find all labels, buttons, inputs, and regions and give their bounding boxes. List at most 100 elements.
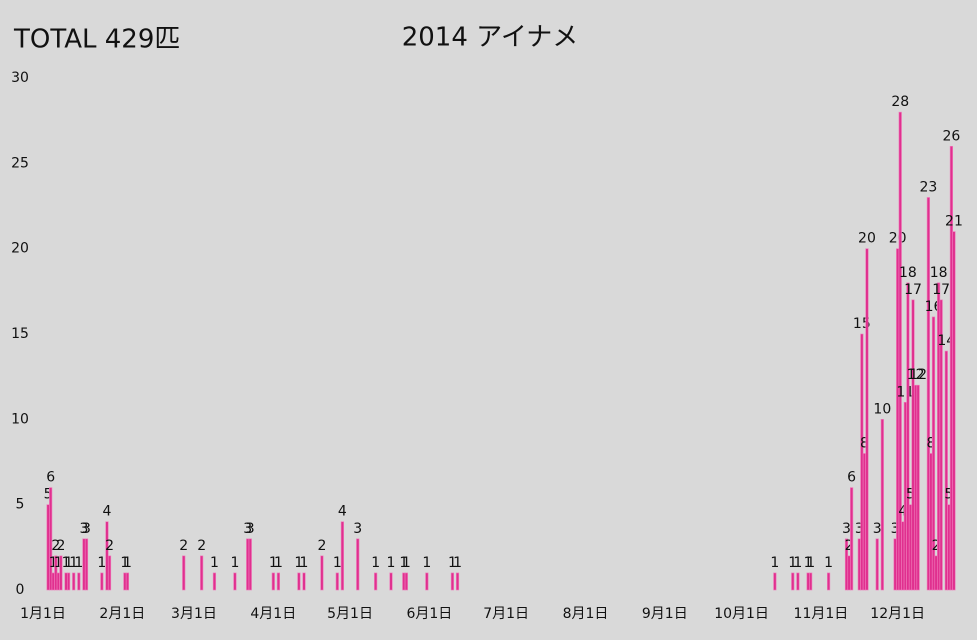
bar [404,572,408,591]
bar [123,572,127,591]
value-label: 1 [371,555,380,571]
value-label: 1 [806,555,815,571]
bar [857,538,861,591]
bar [455,572,460,591]
value-label: 2 [197,538,206,554]
value-label: 12 [907,367,925,383]
bar [908,504,913,591]
bar [947,504,951,591]
bar [356,538,360,591]
bar [806,572,810,591]
value-label: 18 [899,265,917,281]
value-label: 1 [123,555,132,571]
bar [827,572,831,591]
chart-title: 2014 アイナメ [402,23,579,53]
x-tick-label: 11月1日 [794,606,849,622]
x-tick-label: 7月1日 [483,606,529,622]
value-label: 4 [103,504,112,520]
bar [914,384,918,591]
chart-subtitle: TOTAL 429匹 [13,25,180,55]
bar [773,572,777,591]
value-label: 1 [300,555,309,571]
bar [929,453,933,591]
value-label: 11 [896,384,914,400]
bar [374,572,378,591]
value-label: 1 [210,555,219,571]
value-label: 1 [387,555,396,571]
x-tick-label: 9月1日 [642,606,688,622]
y-tick-label: 5 [16,497,25,513]
bar [389,572,393,591]
value-label: 1 [453,555,462,571]
bar [937,282,941,591]
bar [64,572,68,591]
value-label: 1 [97,555,106,571]
value-label: 10 [873,401,891,417]
x-tick-label: 10月1日 [714,606,769,622]
x-tick-label: 8月1日 [563,606,609,622]
y-tick-label: 20 [11,241,29,257]
x-tick-label: 2月1日 [99,606,145,622]
value-label: 1 [793,555,802,571]
value-label: 3 [855,521,864,537]
bar [880,419,884,591]
value-label: 1 [788,555,797,571]
bar [335,572,339,591]
x-tick-label: 3月1日 [171,606,217,622]
value-label: 5 [906,487,915,503]
x-tick-label: 5月1日 [327,606,373,622]
bar [931,316,936,591]
value-label: 2 [179,538,188,554]
bar [898,111,902,591]
value-label: 2 [56,538,65,554]
bar [59,555,63,591]
x-tick-label: 12月1日 [870,606,925,622]
value-label: 1 [69,555,78,571]
value-label: 12 [909,367,927,383]
value-label: 28 [891,94,909,110]
value-label: 1 [448,555,457,571]
bar [939,299,943,591]
value-label: 4 [338,504,347,520]
bar [896,248,900,591]
x-tick-label: 6月1日 [406,606,452,622]
y-tick-label: 10 [11,411,29,427]
value-label: 26 [942,128,960,144]
bar [944,350,948,591]
bar [340,521,344,591]
value-label: 1 [770,555,779,571]
bar [865,248,869,591]
value-label: 1 [294,555,303,571]
bar [402,572,406,591]
bar [847,555,851,591]
value-label: 2 [51,538,60,554]
y-tick-label: 30 [11,70,29,86]
bar [302,572,306,591]
bar [850,487,854,591]
bar [276,572,280,591]
value-label: 2 [105,538,114,554]
bar [46,504,50,591]
x-tick-label: 1月1日 [20,606,66,622]
value-label: 2 [317,538,326,554]
value-label: 3 [891,521,900,537]
value-label: 1 [269,555,278,571]
value-label: 3 [243,521,252,537]
value-label: 1 [230,555,239,571]
value-label: 1 [422,555,431,571]
bar [901,521,905,591]
y-tick-label: 15 [11,326,29,342]
bar [248,538,252,591]
value-label: 1 [274,555,283,571]
bar [105,521,109,591]
bar [67,572,71,591]
bar [893,538,897,591]
value-label: 1 [824,555,833,571]
value-label: 4 [898,504,907,520]
value-label: 17 [932,282,950,298]
bar [425,572,429,591]
bar [906,282,910,591]
bar [200,555,204,591]
